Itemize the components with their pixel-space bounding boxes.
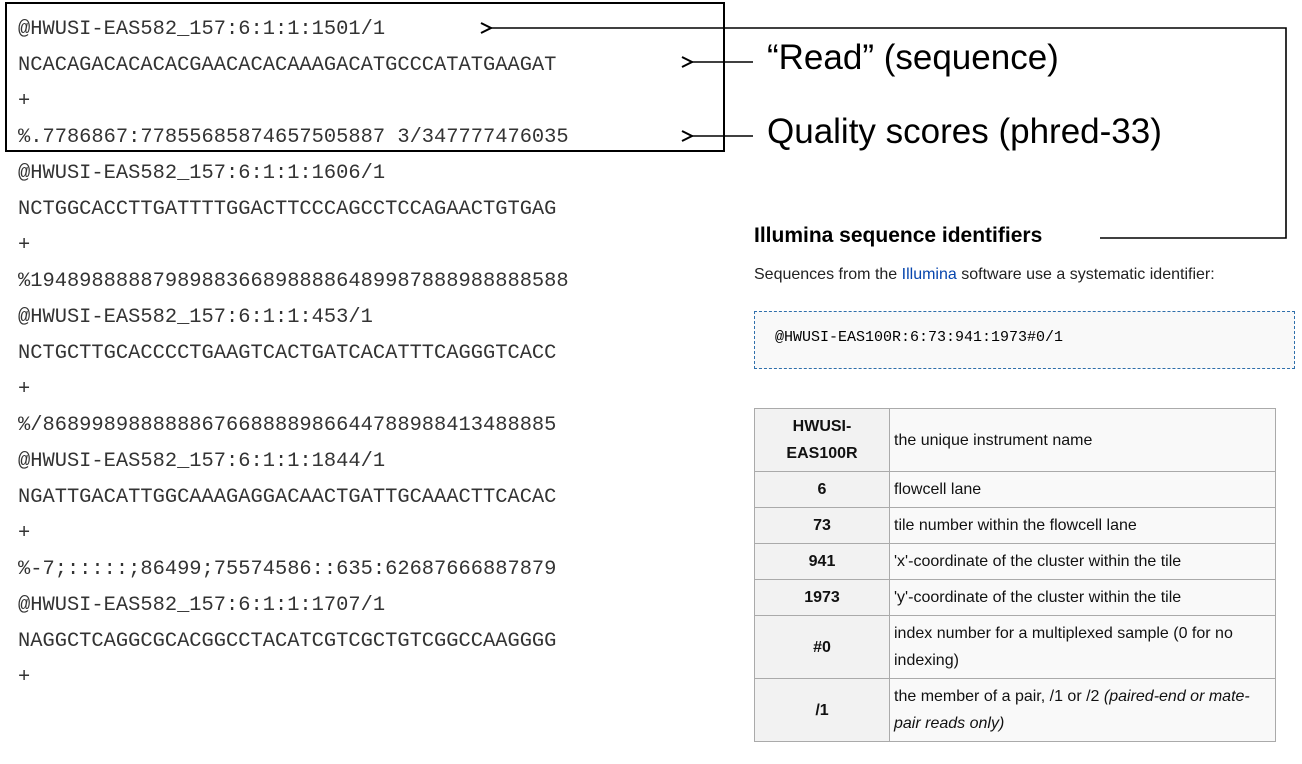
identifier-field-key: 1973	[754, 579, 890, 616]
fastq-line: NCTGGCACCTTGATTTTGGACTTCCCAGCCTCCAGAACTG…	[18, 198, 557, 221]
intro-text-before: Sequences from the	[754, 266, 902, 283]
identifier-field-description: tile number within the flowcell lane	[889, 507, 1276, 544]
fastq-line: NAGGCTCAGGCGCACGGCCTACATCGTCGCTGTCGGCCAA…	[18, 630, 557, 653]
description-text: the member of a pair, /1 or /2	[894, 688, 1104, 705]
identifier-table: HWUSI-EAS100R the unique instrument name 6…	[754, 408, 1276, 742]
description-text: 'x'-coordinate of the cluster within the…	[894, 553, 1182, 570]
identifier-field-description: index number for a multiplexed sample (0…	[889, 615, 1276, 679]
identifier-field-description: the unique instrument name	[889, 408, 1276, 472]
fastq-line: @HWUSI-EAS582_157:6:1:1:1606/1	[18, 162, 386, 185]
first-record-highlight-box	[5, 2, 725, 152]
wiki-intro-text: Sequences from the Illumina software use…	[754, 266, 1215, 284]
fastq-line: NGATTGACATTGGCAAAGAGGACAACTGATTGCAAACTTC…	[18, 486, 557, 509]
read-callout-label: “Read” (sequence)	[767, 38, 1059, 77]
wiki-section-heading: Illumina sequence identifiers	[754, 224, 1043, 247]
intro-text-after: software use a systematic identifier:	[956, 266, 1215, 283]
table-row: #0 index number for a multiplexed sample …	[754, 615, 1276, 679]
fastq-line: @HWUSI-EAS582_157:6:1:1:1844/1	[18, 450, 386, 473]
fastq-line: NCTGCTTGCACCCCTGAAGTCACTGATCACATTTCAGGGT…	[18, 342, 557, 365]
fastq-line: NCACAGACACACACGAACACACAAAGACATGCCCATATGA…	[18, 54, 557, 77]
table-row: 1973'y'-coordinate of the cluster within…	[754, 579, 1276, 616]
quality-callout-label: Quality scores (phred-33)	[767, 112, 1162, 151]
table-row: 73 tile number within the flowcell lane	[754, 507, 1276, 544]
fastq-line: +	[18, 234, 31, 257]
table-row: 941'x'-coordinate of the cluster within …	[754, 543, 1276, 580]
identifier-field-key: /1	[754, 678, 890, 742]
identifier-field-description: the member of a pair, /1 or /2 (paired-e…	[889, 678, 1276, 742]
fastq-line: %/86899898888886766888898664478898841348…	[18, 414, 557, 437]
fastq-line: +	[18, 378, 31, 401]
illumina-link[interactable]: Illumina	[901, 266, 957, 283]
identifier-field-key: 73	[754, 507, 890, 544]
fastq-line: +	[18, 522, 31, 545]
identifier-field-description: 'x'-coordinate of the cluster within the…	[889, 543, 1276, 580]
identifier-field-description: flowcell lane	[889, 471, 1276, 508]
description-text: tile number within the flowcell lane	[894, 517, 1137, 534]
identifier-field-key: 6	[754, 471, 890, 508]
fastq-line: %-7;:::::;86499;75574586::635:6268766688…	[18, 558, 557, 581]
description-text: flowcell lane	[894, 481, 982, 498]
table-row: 6 flowcell lane	[754, 471, 1276, 508]
table-row: /1 the member of a pair, /1 or /2 (paired…	[754, 678, 1276, 742]
description-text: 'y'-coordinate of the cluster within the…	[894, 589, 1182, 606]
identifier-field-key: 941	[754, 543, 890, 580]
fastq-line: @HWUSI-EAS582_157:6:1:1:1501/1	[18, 18, 386, 41]
description-note: (paired-end or mate-pair reads only)	[894, 688, 1250, 732]
fastq-line: +	[18, 90, 31, 113]
identifier-field-key: #0	[754, 615, 890, 679]
description-text: the unique instrument name	[894, 431, 1093, 449]
example-identifier-code: @HWUSI-EAS100R:6:73:941:1973#0/1	[754, 311, 1295, 369]
identifier-field-description: 'y'-coordinate of the cluster within the…	[889, 579, 1276, 616]
fastq-line: @HWUSI-EAS582_157:6:1:1:1707/1	[18, 594, 386, 617]
identifier-connector-line	[491, 28, 1287, 239]
description-text: index number for a multiplexed sample (0…	[894, 625, 1233, 669]
fastq-line: @HWUSI-EAS582_157:6:1:1:453/1	[18, 306, 373, 329]
fastq-line: %.7786867:77855685874657505887 3/3477774…	[18, 126, 569, 149]
identifier-field-key: HWUSI-EAS100R	[754, 408, 890, 472]
fastq-text: @HWUSI-EAS582_157:6:1:1:1501/1 NCACAGACAC…	[18, 12, 569, 696]
fastq-line: %194898888879898836689888864899878889888…	[18, 270, 569, 293]
fastq-line: +	[18, 666, 31, 689]
table-row: HWUSI-EAS100R the unique instrument name	[754, 408, 1276, 472]
